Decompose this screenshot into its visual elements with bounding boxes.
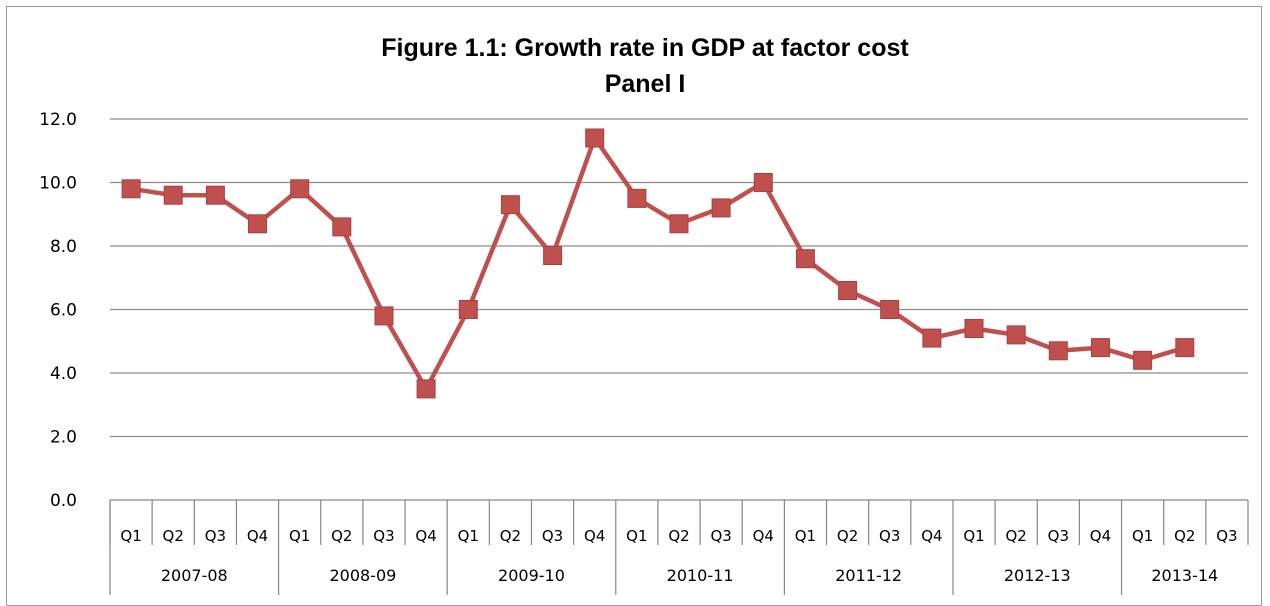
x-tick-label-quarter: Q1: [963, 527, 984, 545]
data-point-marker: [1175, 338, 1195, 358]
data-point-marker: [627, 188, 647, 208]
x-tick-label-year: 2007-08: [161, 566, 228, 585]
x-tick-label-quarter: Q3: [710, 527, 731, 545]
x-tick-label-quarter: Q1: [626, 527, 647, 545]
x-tick-label-quarter: Q4: [921, 527, 942, 545]
chart-subtitle: Panel I: [605, 70, 686, 98]
x-tick-label-quarter: Q3: [373, 527, 394, 545]
y-tick-label: 10.0: [39, 174, 77, 194]
x-tick-label-year: 2009-10: [498, 566, 565, 585]
data-point-marker: [753, 173, 773, 192]
x-tick-label-quarter: Q4: [247, 527, 268, 545]
x-tick-label-quarter: Q2: [1006, 527, 1027, 545]
gridlines: [110, 118, 1248, 501]
x-tick-label-year: 2013-14: [1151, 566, 1218, 585]
data-point-marker: [163, 185, 183, 205]
x-tick-label-year: 2010-11: [667, 566, 734, 585]
data-point-marker: [838, 281, 858, 300]
data-point-marker: [332, 217, 352, 237]
y-tick-label: 8.0: [50, 237, 77, 257]
data-point-marker: [964, 319, 984, 338]
x-tick-label-quarter: Q4: [415, 527, 436, 545]
y-tick-label: 0.0: [50, 491, 77, 511]
data-point-marker: [248, 214, 267, 234]
data-point-marker: [290, 179, 310, 199]
x-tick-label-quarter: Q1: [795, 527, 816, 545]
data-point-marker: [121, 179, 141, 199]
x-axis: Q1 Q2 Q3 Q4 Q1 Q2 Q3 Q4 Q1 Q2 Q3 Q4 Q1 Q2 Q3 Q4 Q1 Q2 Q3 Q4…: [109, 500, 1249, 595]
x-tick-label-quarter: Q2: [1174, 527, 1195, 545]
x-tick-label-year: 2011-12: [835, 566, 902, 585]
x-tick-label-quarter: Q3: [205, 527, 226, 545]
x-tick-label-quarter: Q3: [879, 527, 900, 545]
x-tick-label-year: 2008-09: [329, 566, 396, 585]
data-point-marker: [585, 128, 605, 148]
data-point-marker: [416, 379, 436, 399]
data-point-marker: [458, 300, 478, 319]
x-tick-label-quarter: Q2: [500, 527, 521, 545]
x-tick-label-quarter: Q2: [331, 527, 352, 545]
y-tick-label: 2.0: [50, 428, 77, 448]
x-tick-label-quarter: Q1: [289, 527, 310, 545]
x-tick-label-quarter: Q3: [1216, 527, 1237, 545]
y-tick-label: 6.0: [50, 301, 77, 321]
chart-title: Figure 1.1: Growth rate in GDP at factor…: [381, 34, 909, 62]
data-point-marker: [543, 246, 563, 265]
data-point-marker: [1006, 325, 1026, 345]
data-point-marker: [1091, 338, 1110, 358]
data-point-marker: [205, 185, 225, 205]
x-tick-label-quarter: Q3: [542, 527, 563, 545]
x-tick-label-quarter: Q4: [753, 527, 774, 545]
data-point-marker: [880, 300, 900, 319]
y-axis-ticks: 0.0 2.0 4.0 6.0 8.0 10.0 12.0: [39, 110, 77, 511]
x-tick-label-quarter: Q2: [837, 527, 858, 545]
x-tick-label-quarter: Q2: [163, 527, 184, 545]
x-tick-label-quarter: Q1: [120, 527, 141, 545]
x-tick-label-quarter: Q4: [584, 527, 605, 545]
data-series: [121, 128, 1195, 399]
data-point-marker: [1133, 350, 1153, 370]
data-point-marker: [374, 306, 394, 326]
data-point-marker: [1048, 341, 1068, 361]
data-point-marker: [711, 198, 731, 218]
x-tick-label-quarter: Q1: [1132, 527, 1153, 545]
x-tick-label-quarter: Q2: [668, 527, 689, 545]
y-tick-label: 4.0: [50, 364, 77, 384]
y-tick-label: 12.0: [39, 110, 77, 130]
series-line: [130, 135, 1186, 392]
data-point-marker: [795, 249, 815, 269]
x-tick-label-year: 2012-13: [1004, 566, 1071, 585]
chart-frame: [6, 6, 1262, 606]
x-tick-label-quarter: Q3: [1048, 527, 1069, 545]
x-tick-label-quarter: Q1: [458, 527, 479, 545]
data-point-marker: [500, 195, 520, 215]
x-tick-label-quarter: Q4: [1090, 527, 1111, 545]
data-point-marker: [922, 328, 942, 348]
data-point-marker: [669, 214, 689, 234]
